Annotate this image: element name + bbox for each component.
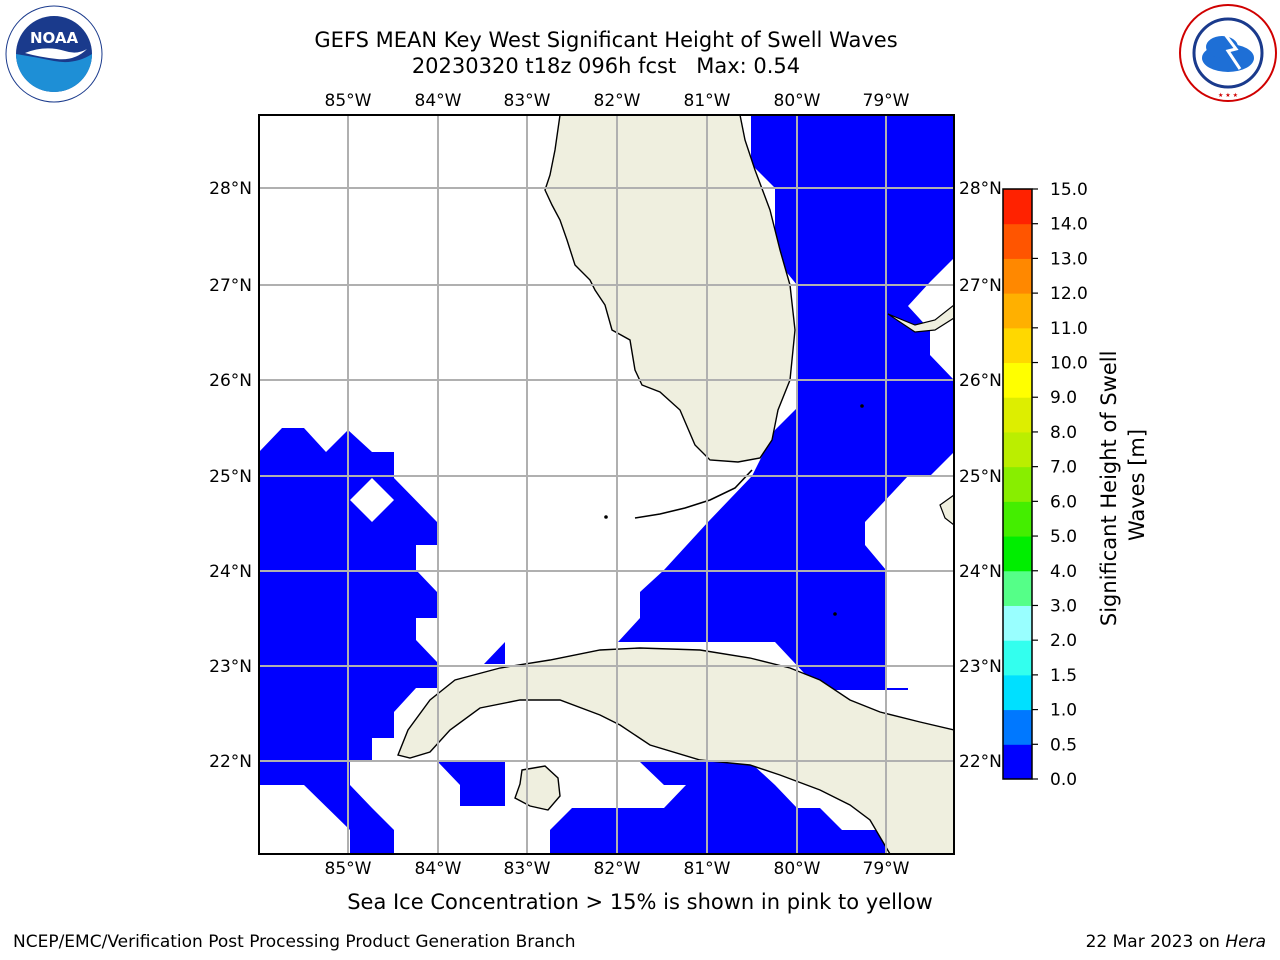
colorbar-band: [1003, 674, 1032, 711]
footer-date-text: 22 Mar 2023 on: [1085, 932, 1226, 952]
lat-tick-label: 24°N: [209, 562, 252, 582]
footer-credit: NCEP/EMC/Verification Post Processing Pr…: [13, 932, 576, 952]
colorbar-tick-label: 10.0: [1050, 354, 1088, 374]
colorbar-tick-label: 4.0: [1050, 562, 1077, 582]
colorbar-tick-label: 6.0: [1050, 492, 1077, 512]
colorbar-tick-label: 11.0: [1050, 319, 1088, 339]
colorbar-band: [1003, 431, 1032, 468]
lat-tick-label: 23°N: [209, 657, 252, 677]
map-frame: [258, 114, 955, 855]
colorbar-tick-label: 3.0: [1050, 596, 1077, 616]
colorbar-band: [1003, 258, 1032, 294]
lat-tick-label: 23°N: [959, 657, 1002, 677]
lon-tick-label: 85°W: [325, 859, 372, 879]
noaa-logo: NOAA: [5, 5, 103, 107]
colorbar-band: [1003, 189, 1032, 225]
colorbar-frame: [1002, 188, 1033, 780]
noaa-logo-text: NOAA: [30, 29, 79, 47]
footer-host: Hera: [1225, 932, 1266, 952]
svg-text:★ ★ ★: ★ ★ ★: [1218, 92, 1238, 99]
lon-tick-label: 80°W: [774, 859, 821, 879]
lon-tick-label: 79°W: [863, 91, 910, 111]
colorbar-band: [1003, 605, 1032, 641]
colorbar-band: [1003, 536, 1032, 572]
chart-title: GEFS MEAN Key West Significant Height of…: [206, 27, 1006, 79]
lon-tick-label: 81°W: [684, 859, 731, 879]
colorbar-tick-label: 7.0: [1050, 458, 1077, 478]
colorbar-tick-label: 13.0: [1050, 249, 1088, 269]
lon-labels-bottom: 85°W 84°W 83°W 82°W 81°W 80°W 79°W: [325, 859, 910, 879]
lat-tick-label: 24°N: [959, 562, 1002, 582]
lon-tick-label: 83°W: [504, 859, 551, 879]
lon-tick-label: 82°W: [594, 859, 641, 879]
lat-tick-label: 28°N: [959, 179, 1002, 199]
colorbar-tick-label: 14.0: [1050, 215, 1088, 235]
swell-hole-west: [350, 478, 394, 522]
lat-tick-label: 22°N: [209, 752, 252, 772]
lat-tick-label: 25°N: [209, 467, 252, 487]
lat-labels-left: 28°N 27°N 26°N 25°N 24°N 23°N 22°N: [209, 179, 252, 772]
lon-tick-label: 84°W: [415, 91, 462, 111]
lat-tick-label: 28°N: [209, 179, 252, 199]
colorbar-band: [1003, 709, 1032, 745]
colorbar-tick-label: 0.0: [1050, 770, 1077, 790]
colorbar-tick-label: 1.0: [1050, 701, 1077, 721]
colorbar-tick-label: 8.0: [1050, 423, 1077, 443]
colorbar-tick-label: 0.5: [1050, 735, 1077, 755]
nws-logo: ★ ★ ★: [1178, 3, 1278, 107]
land: [397, 115, 954, 854]
lon-tick-label: 80°W: [774, 91, 821, 111]
colorbar-tick-label: 12.0: [1050, 284, 1088, 304]
colorbar-label-line1: Significant Height of Swell: [1097, 351, 1121, 627]
footer-date: 22 Mar 2023 on Hera: [1086, 932, 1266, 952]
graticule: [259, 115, 954, 854]
lat-tick-label: 27°N: [959, 276, 1002, 296]
lat-tick-label: 22°N: [959, 752, 1002, 772]
colorbar-band: [1003, 327, 1032, 364]
colorbar-band: [1003, 293, 1032, 329]
sea-ice-note: Sea Ice Concentration > 15% is shown in …: [347, 890, 933, 914]
swell-region-east: [618, 115, 954, 690]
lat-tick-label: 25°N: [959, 467, 1002, 487]
colorbar-band: [1003, 397, 1032, 433]
swell-region-patch: [484, 642, 505, 664]
swell-region-south: [550, 762, 886, 854]
land-keys: [634, 469, 753, 519]
lon-tick-label: 79°W: [863, 859, 910, 879]
colorbar-tick-label: 9.0: [1050, 388, 1077, 408]
colorbar-tick-label: 1.5: [1050, 666, 1077, 686]
lon-tick-label: 85°W: [325, 91, 372, 111]
land-florida: [544, 115, 796, 463]
lat-labels-right: 28°N 27°N 26°N 25°N 24°N 23°N 22°N: [959, 179, 1002, 772]
colorbar-tick-label: 5.0: [1050, 527, 1077, 547]
land-bahamas: [887, 304, 954, 333]
colorbar-tick-label: 2.0: [1050, 631, 1077, 651]
lat-tick-label: 26°N: [959, 371, 1002, 391]
colorbar: 0.0 0.5 1.0 1.5 2.0 3.0 4.0 5.0 6.0 7.0 8.0 9.0 10.0…: [1002, 180, 1088, 790]
title-line1: GEFS MEAN Key West Significant Height of…: [314, 28, 898, 52]
colorbar-band: [1003, 362, 1032, 398]
land-cuba: [397, 647, 954, 854]
colorbar-band: [1003, 501, 1032, 537]
colorbar-band: [1003, 223, 1032, 259]
lat-tick-label: 27°N: [209, 276, 252, 296]
colorbar-label-line2: Waves [m]: [1125, 429, 1149, 541]
colorbar-band: [1003, 570, 1032, 606]
colorbar-band: [1003, 466, 1032, 502]
lon-tick-label: 81°W: [684, 91, 731, 111]
colorbar-band: [1003, 744, 1032, 780]
lon-tick-label: 84°W: [415, 859, 462, 879]
colorbar-tick-label: 15.0: [1050, 180, 1088, 200]
lon-tick-label: 83°W: [504, 91, 551, 111]
colorbar-band: [1003, 640, 1032, 676]
land-andros: [939, 494, 954, 526]
swell-region-south-patch: [438, 762, 505, 806]
colorbar-label: Significant Height of Swell Waves [m]: [1097, 344, 1149, 626]
title-line2: 20230320 t18z 096h fcst Max: 0.54: [411, 54, 801, 78]
lat-tick-label: 26°N: [209, 371, 252, 391]
lon-labels-top: 85°W 84°W 83°W 82°W 81°W 80°W 79°W: [325, 91, 910, 111]
lon-tick-label: 82°W: [594, 91, 641, 111]
